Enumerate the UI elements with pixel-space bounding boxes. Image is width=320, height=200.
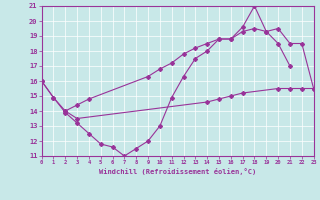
X-axis label: Windchill (Refroidissement éolien,°C): Windchill (Refroidissement éolien,°C) [99, 168, 256, 175]
